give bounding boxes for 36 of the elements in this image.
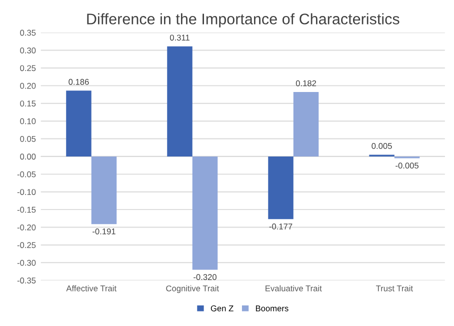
data-label: 0.311: [170, 34, 190, 41]
bar: [167, 46, 192, 156]
x-tick-label: Trust Trait: [376, 285, 413, 292]
y-tick-label: 0.20: [20, 82, 36, 89]
y-tick-label: -0.10: [17, 189, 36, 195]
legend-label: Gen Z: [210, 305, 234, 312]
data-label: -0.191: [92, 228, 116, 234]
y-tick-label: -0.25: [17, 242, 36, 248]
y-tick-label: 0.15: [20, 100, 36, 106]
data-label: 0.182: [296, 80, 316, 86]
y-tick-label: 0.35: [20, 30, 36, 36]
y-tick-label: 0.05: [20, 136, 36, 142]
y-tick-label: 0.00: [20, 154, 36, 160]
bar: [66, 90, 92, 156]
y-tick-label: -0.35: [17, 278, 36, 284]
chart-title: Difference in the Importance of Characteristics: [87, 13, 400, 28]
data-label: -0.005: [396, 162, 419, 169]
y-tick-label: -0.20: [17, 224, 36, 230]
bar: [91, 156, 117, 224]
y-tick-label: -0.05: [17, 171, 36, 178]
bar: [268, 156, 294, 220]
data-label: 0.005: [372, 142, 392, 149]
legend-label: Boomers: [256, 306, 288, 312]
data-label: -0.177: [269, 224, 292, 230]
y-tick-label: 0.25: [20, 65, 36, 72]
bar: [293, 92, 319, 156]
x-tick-label: Affective Trait: [66, 285, 116, 292]
x-tick-label: Cognitive Trait: [166, 285, 219, 293]
x-tick-label: Evaluative Trait: [266, 285, 322, 292]
y-tick-label: -0.15: [17, 206, 36, 213]
y-tick-label: 0.30: [20, 48, 36, 54]
y-tick-label: 0.10: [20, 118, 36, 124]
data-label: -0.320: [194, 274, 216, 280]
bar: [192, 156, 218, 270]
y-tick-label: -0.30: [17, 260, 36, 266]
data-label: 0.186: [68, 78, 89, 85]
